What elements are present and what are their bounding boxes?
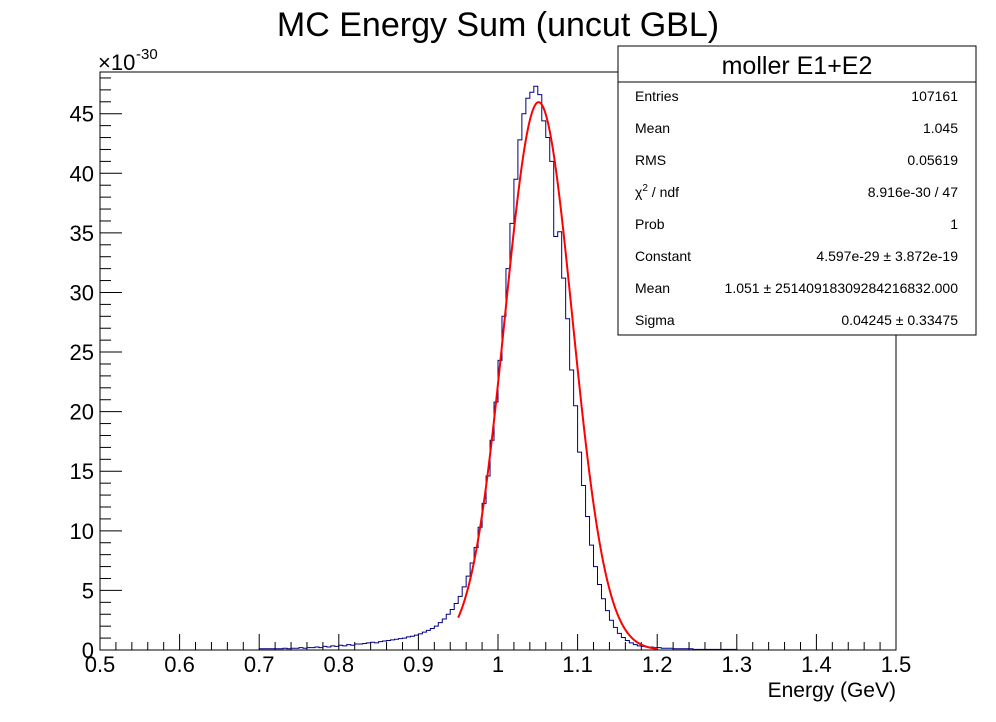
stats-box-frame: [617, 45, 977, 336]
stats-box: moller E1+E2 Entries 107161 Mean 1.045 RMS 0.…: [617, 45, 977, 336]
x-tick-label: 0.9: [403, 652, 434, 677]
y-axis-tick-labels: 0 5 10 15 20 25 30 35 40 45: [70, 102, 94, 663]
x-axis-label: Energy (GeV): [768, 679, 896, 702]
x-tick-label: 1.3: [722, 652, 753, 677]
stats-row-value: 107161: [911, 88, 958, 104]
x-tick-label: 0.7: [244, 652, 275, 677]
y-tick-label: 10: [70, 519, 94, 544]
y-exponent: -30: [136, 46, 158, 63]
y-tick-label: 15: [70, 459, 94, 484]
stats-row-value: 1.051 ± 25140918309284216832.000: [725, 280, 959, 296]
x-tick-label: 0.6: [164, 652, 195, 677]
stats-row-value: 1.045: [923, 120, 958, 136]
stats-row-label: χ2 / ndf: [635, 183, 679, 200]
stats-row-value: 4.597e-29 ± 3.872e-19: [816, 248, 958, 264]
y-tick-label: 20: [70, 400, 94, 425]
y-tick-label: 0: [82, 638, 94, 663]
stats-row-label: Sigma: [635, 312, 675, 328]
y-axis-ticks: [100, 77, 122, 651]
stats-row-value: 0.04245 ± 0.33475: [841, 312, 958, 328]
stats-row-value: 8.916e-30 / 47: [868, 184, 959, 200]
x-tick-label: 1: [492, 652, 504, 677]
y-tick-label: 35: [70, 221, 94, 246]
gaussian-fit-curve: [457, 101, 658, 650]
stats-row-value: 0.05619: [907, 152, 958, 168]
stats-row-value: 1: [950, 216, 958, 232]
stats-box-rows: Entries 107161 Mean 1.045 RMS 0.05619 χ2 / ndf…: [635, 88, 958, 328]
stats-row-label: Prob: [635, 216, 665, 232]
stats-row-label: RMS: [635, 152, 666, 168]
stats-row-label: Mean: [635, 120, 670, 136]
y-tick-label: 5: [82, 578, 94, 603]
stats-row-label: Mean: [635, 280, 670, 296]
y-tick-label: 40: [70, 161, 94, 186]
y-tick-label: 45: [70, 102, 94, 127]
y-exponent-base: ×10: [98, 50, 135, 75]
x-tick-label: 1.1: [562, 652, 593, 677]
x-tick-label: 0.5: [85, 652, 116, 677]
x-axis-ticks: [99, 634, 897, 650]
x-tick-label: 1.5: [881, 652, 912, 677]
chart-title: MC Energy Sum (uncut GBL): [277, 6, 719, 44]
stats-row-label: Constant: [635, 248, 691, 264]
stats-row-label: Entries: [635, 88, 679, 104]
y-tick-label: 25: [70, 340, 94, 365]
x-tick-label: 1.4: [801, 652, 832, 677]
y-tick-label: 30: [70, 280, 94, 305]
x-tick-label: 1.2: [642, 652, 673, 677]
x-axis-tick-labels: 0.5 0.6 0.7 0.8 0.9 1 1.1 1.2 1.3 1.4 1.5: [85, 652, 912, 677]
x-tick-label: 0.8: [324, 652, 355, 677]
stats-box-title: moller E1+E2: [722, 52, 873, 80]
